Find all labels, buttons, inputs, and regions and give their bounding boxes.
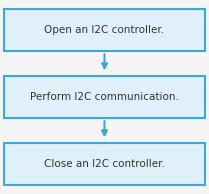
Text: Close an I2C controller.: Close an I2C controller.	[44, 159, 165, 169]
Text: Perform I2C communication.: Perform I2C communication.	[30, 92, 179, 102]
Text: Open an I2C controller.: Open an I2C controller.	[45, 25, 164, 35]
FancyBboxPatch shape	[4, 9, 205, 51]
FancyBboxPatch shape	[4, 76, 205, 118]
FancyBboxPatch shape	[4, 143, 205, 185]
